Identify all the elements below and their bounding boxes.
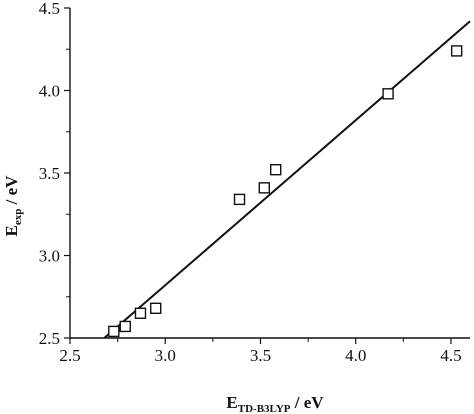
axis-titles: ETD-B3LYP / eV Eexp / eV xyxy=(2,175,324,414)
x-tick-label: 2.5 xyxy=(59,346,80,365)
x-tick-label: 4.0 xyxy=(345,346,366,365)
data-point xyxy=(134,307,147,319)
y-tick-label: 3.5 xyxy=(39,164,60,183)
tick-labels: 2.5 3.0 3.5 4.0 4.5 2.5 3.0 3.5 4.0 4.5 xyxy=(39,0,462,365)
x-axis-title: ETD-B3LYP / eV xyxy=(226,393,324,414)
y-tick-label: 4.5 xyxy=(39,0,60,18)
data-point xyxy=(233,193,246,206)
y-tick-label: 3.0 xyxy=(39,247,60,266)
x-tick-label: 3.0 xyxy=(155,346,176,365)
data-point xyxy=(382,88,394,100)
data-point xyxy=(270,163,282,176)
fit-line xyxy=(103,20,471,339)
x-tick-label: 3.5 xyxy=(250,346,271,365)
data-point xyxy=(150,302,162,314)
y-tick-label: 2.5 xyxy=(39,329,60,348)
data-point xyxy=(450,45,463,57)
data-point xyxy=(119,320,131,333)
plot-area xyxy=(103,20,471,339)
data-point xyxy=(108,325,120,338)
data-point xyxy=(258,182,270,194)
axes xyxy=(64,7,470,344)
x-tick-label: 4.5 xyxy=(440,346,461,365)
y-axis-title: Eexp / eV xyxy=(2,175,24,237)
y-tick-label: 4.0 xyxy=(39,82,60,101)
